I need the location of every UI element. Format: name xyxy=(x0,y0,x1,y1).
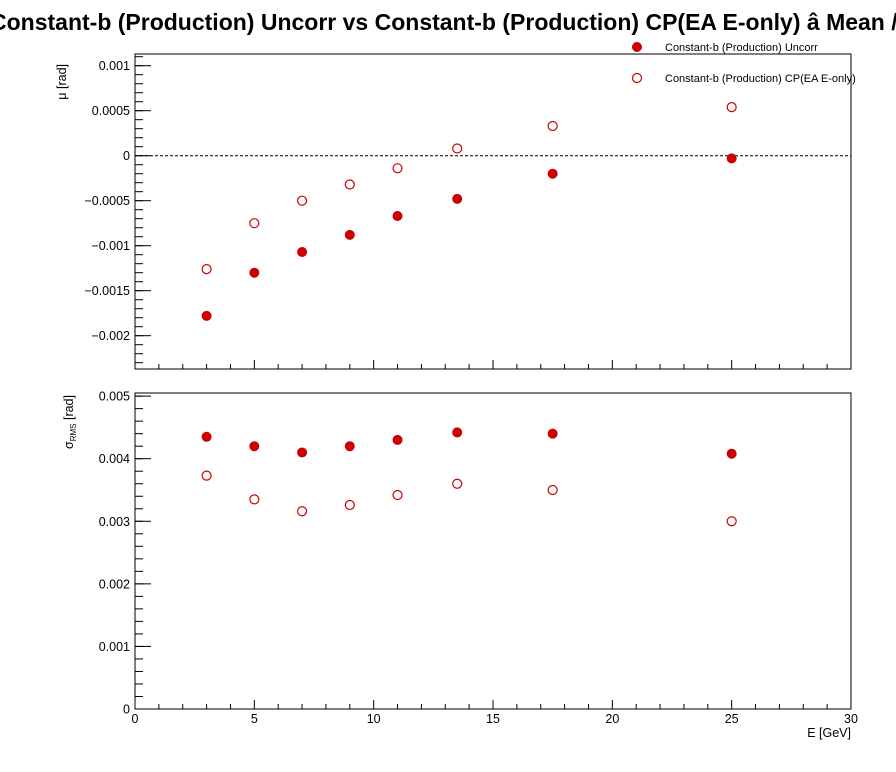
legend-label: Constant-b (Production) CP(EA E-only) xyxy=(665,73,856,85)
y-tick-label: 0 xyxy=(123,149,130,163)
legend-marker-cp xyxy=(631,72,643,84)
x-tick-label: 25 xyxy=(725,712,739,726)
y-tick-label: −0.0015 xyxy=(84,284,130,298)
mean-panel: 0.001 0.0005 0 −0.0005 −0.001 −0.0015 −0.002 μ … xyxy=(55,53,852,370)
plot-frame xyxy=(134,53,852,370)
plot-frame xyxy=(134,392,852,710)
data-point-uncorr xyxy=(297,447,308,458)
data-point-cp xyxy=(392,163,403,174)
data-point-cp xyxy=(249,494,260,505)
data-point-uncorr xyxy=(344,441,355,452)
data-point-cp xyxy=(296,195,308,206)
x-tick-label: 0 xyxy=(132,712,139,726)
data-point-uncorr xyxy=(392,434,403,445)
x-tick-label: 10 xyxy=(367,712,381,726)
legend-label: Constant-b (Production) Uncorr xyxy=(665,42,818,54)
data-point-cp xyxy=(726,101,737,113)
y-tick-label: −0.0005 xyxy=(84,194,130,208)
data-point-cp xyxy=(452,478,463,489)
data-point-uncorr xyxy=(297,247,308,257)
data-point-cp xyxy=(201,470,212,481)
y-tick-label: −0.001 xyxy=(91,239,130,253)
data-point-cp xyxy=(726,516,737,527)
x-tick-label: 15 xyxy=(486,712,500,726)
data-point-uncorr xyxy=(452,427,463,438)
data-point-cp xyxy=(547,120,558,132)
data-point-uncorr xyxy=(726,153,737,164)
data-point-uncorr xyxy=(201,310,212,321)
data-point-uncorr xyxy=(201,431,212,442)
y-tick-label: 0.003 xyxy=(99,515,130,529)
y-tick-label: 0.002 xyxy=(99,577,130,591)
y-axis-label: μ [rad] xyxy=(55,64,69,100)
x-tick-label: 5 xyxy=(251,712,258,726)
data-point-uncorr xyxy=(547,428,558,439)
y-tick-label: 0.0005 xyxy=(92,104,130,118)
data-point-cp xyxy=(452,143,463,154)
data-point-uncorr xyxy=(547,168,558,179)
x-tick-label: 20 xyxy=(605,712,619,726)
y-axis-label: σRMS [rad] xyxy=(62,395,78,449)
x-axis-label: E [GeV] xyxy=(807,726,851,740)
y-tick-label: 0 xyxy=(123,703,130,717)
data-point-uncorr xyxy=(344,229,355,240)
data-point-cp xyxy=(344,499,355,511)
y-tick-label: −0.002 xyxy=(91,329,130,343)
data-point-cp xyxy=(547,484,558,496)
y-tick-label: 0.004 xyxy=(99,452,130,466)
legend: Constant-b (Production) Uncorr Constant-b… xyxy=(631,42,856,85)
data-point-cp xyxy=(249,218,260,229)
data-point-cp xyxy=(392,489,403,501)
data-point-uncorr xyxy=(249,441,260,452)
y-tick-label: 0.001 xyxy=(99,640,130,654)
data-point-uncorr xyxy=(726,448,737,459)
y-tick-label: 0.001 xyxy=(99,59,130,73)
data-point-cp xyxy=(296,506,308,517)
x-tick-label: 30 xyxy=(844,712,858,726)
data-point-cp xyxy=(201,264,212,275)
data-point-uncorr xyxy=(392,211,403,221)
data-point-cp xyxy=(344,179,355,190)
rms-panel: 0.005 0.004 0.003 0.002 0.001 00 5 10 15 20 25 30E … xyxy=(62,390,858,740)
chart-title: Constant-b (Production) Uncorr vs Consta… xyxy=(0,9,896,35)
y-tick-label: 0.005 xyxy=(99,390,130,404)
data-point-uncorr xyxy=(249,267,260,278)
legend-marker-uncorr xyxy=(632,42,642,52)
data-point-uncorr xyxy=(452,193,463,204)
